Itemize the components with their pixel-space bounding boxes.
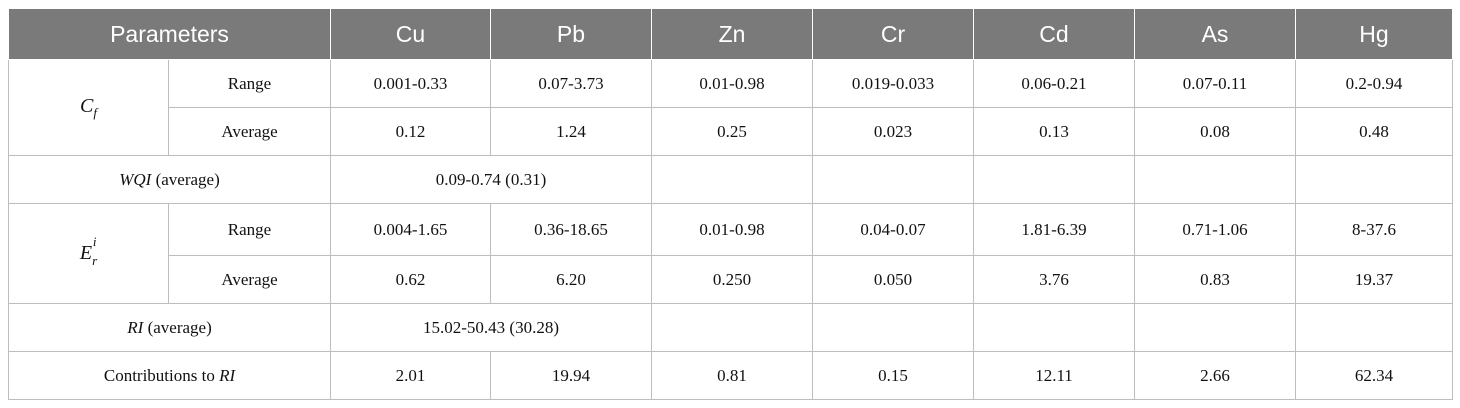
table-cell: 62.34 [1295, 351, 1453, 400]
table-row-contributions: Contributions to RI 2.01 19.94 0.81 0.15… [8, 351, 1453, 400]
table-cell: 0.07-0.11 [1134, 59, 1296, 108]
table-cell: 0.81 [651, 351, 813, 400]
table-cell: 1.81-6.39 [973, 203, 1135, 256]
er-average-label: Average [168, 255, 331, 304]
header-as: As [1134, 8, 1296, 60]
cf-symbol-base: C [80, 94, 94, 117]
er-symbol-base: E [79, 242, 93, 264]
contrib-label-text: Contributions to [103, 365, 220, 385]
table-cell: 0.71-1.06 [1134, 203, 1296, 256]
er-symbol-sup: i [92, 234, 97, 249]
table-row-er-average: Average 0.62 6.20 0.250 0.050 3.76 0.83 … [9, 255, 1453, 304]
header-pb: Pb [490, 8, 652, 60]
table-cell: 0.06-0.21 [973, 59, 1135, 108]
table-cell: 3.76 [973, 255, 1135, 304]
cf-range-label: Range [168, 59, 331, 108]
table-cell: 0.08 [1134, 107, 1296, 156]
table-cell: 0.01-0.98 [651, 59, 813, 108]
header-cd: Cd [973, 8, 1135, 60]
table-cell: 0.25 [651, 107, 813, 156]
table-cell-empty [973, 303, 1135, 352]
table-cell: 2.66 [1134, 351, 1296, 400]
table-cell: 0.48 [1295, 107, 1453, 156]
table-cell: 0.36-18.65 [490, 203, 652, 256]
table-cell-empty [651, 155, 813, 204]
table-cell: 0.07-3.73 [490, 59, 652, 108]
er-symbol-sub: r [92, 253, 98, 268]
header-zn: Zn [651, 8, 813, 60]
table-cell: 0.62 [330, 255, 491, 304]
contrib-label: Contributions to RI [8, 351, 331, 400]
wqi-label: WQI (average) [8, 155, 331, 204]
table-row-cf-average: Average 0.12 1.24 0.25 0.023 0.13 0.08 0… [9, 107, 1453, 156]
table-cell: 0.83 [1134, 255, 1296, 304]
ri-label-rest: (average) [143, 317, 212, 337]
header-hg: Hg [1295, 8, 1453, 60]
table-cell: 0.004-1.65 [330, 203, 491, 256]
table-cell-empty [1295, 155, 1453, 204]
header-row: Parameters Cu Pb Zn Cr Cd As Hg [8, 8, 1453, 60]
table-cell-empty [1134, 155, 1296, 204]
table-cell: 0.050 [812, 255, 974, 304]
er-symbol: Er i [8, 203, 169, 304]
table-cell-empty [1295, 303, 1453, 352]
table-cell: 0.15 [812, 351, 974, 400]
table-cell: 0.019-0.033 [812, 59, 974, 108]
contrib-label-italic: RI [219, 365, 236, 385]
table-cell: 1.24 [490, 107, 652, 156]
table-cell: 0.2-0.94 [1295, 59, 1453, 108]
table-cell: 6.20 [490, 255, 652, 304]
table-cell: 19.37 [1295, 255, 1453, 304]
table-cell: 12.11 [973, 351, 1135, 400]
table-cell: 0.023 [812, 107, 974, 156]
header-parameters: Parameters [8, 8, 331, 60]
table-cell: 0.250 [651, 255, 813, 304]
ri-label: RI (average) [8, 303, 331, 352]
table-row-ri: RI (average) 15.02-50.43 (30.28) [8, 303, 1453, 352]
table-cell: 0.12 [330, 107, 491, 156]
cf-average-label: Average [168, 107, 331, 156]
table-cell: 2.01 [330, 351, 491, 400]
cf-symbol: Cf [8, 59, 169, 156]
ri-value: 15.02-50.43 (30.28) [330, 303, 652, 352]
table-cell: 0.01-0.98 [651, 203, 813, 256]
table-row-cf-range: Cf Range 0.001-0.33 0.07-3.73 0.01-0.98 … [8, 59, 1453, 156]
wqi-value: 0.09-0.74 (0.31) [330, 155, 652, 204]
parameters-table: Parameters Cu Pb Zn Cr Cd As Hg Cf Range… [8, 8, 1453, 400]
table-cell-empty [1134, 303, 1296, 352]
er-range-label: Range [168, 203, 331, 256]
table-cell-empty [973, 155, 1135, 204]
cf-symbol-sub: f [93, 104, 97, 120]
table-cell: 19.94 [490, 351, 652, 400]
wqi-label-italic: WQI [119, 169, 152, 189]
table-cell-empty [651, 303, 813, 352]
table-row-er-range: Er i Range 0.004-1.65 0.36-18.65 0.01-0.9… [8, 203, 1453, 304]
wqi-label-rest: (average) [151, 169, 220, 189]
ri-label-italic: RI [127, 317, 144, 337]
table-cell-empty [812, 155, 974, 204]
table-cell-empty [812, 303, 974, 352]
table-cell: 0.001-0.33 [330, 59, 491, 108]
table-cell: 0.04-0.07 [812, 203, 974, 256]
header-cr: Cr [812, 8, 974, 60]
table-row-wqi: WQI (average) 0.09-0.74 (0.31) [8, 155, 1453, 204]
table-cell: 0.13 [973, 107, 1135, 156]
table-cell: 8-37.6 [1295, 203, 1453, 256]
header-cu: Cu [330, 8, 491, 60]
